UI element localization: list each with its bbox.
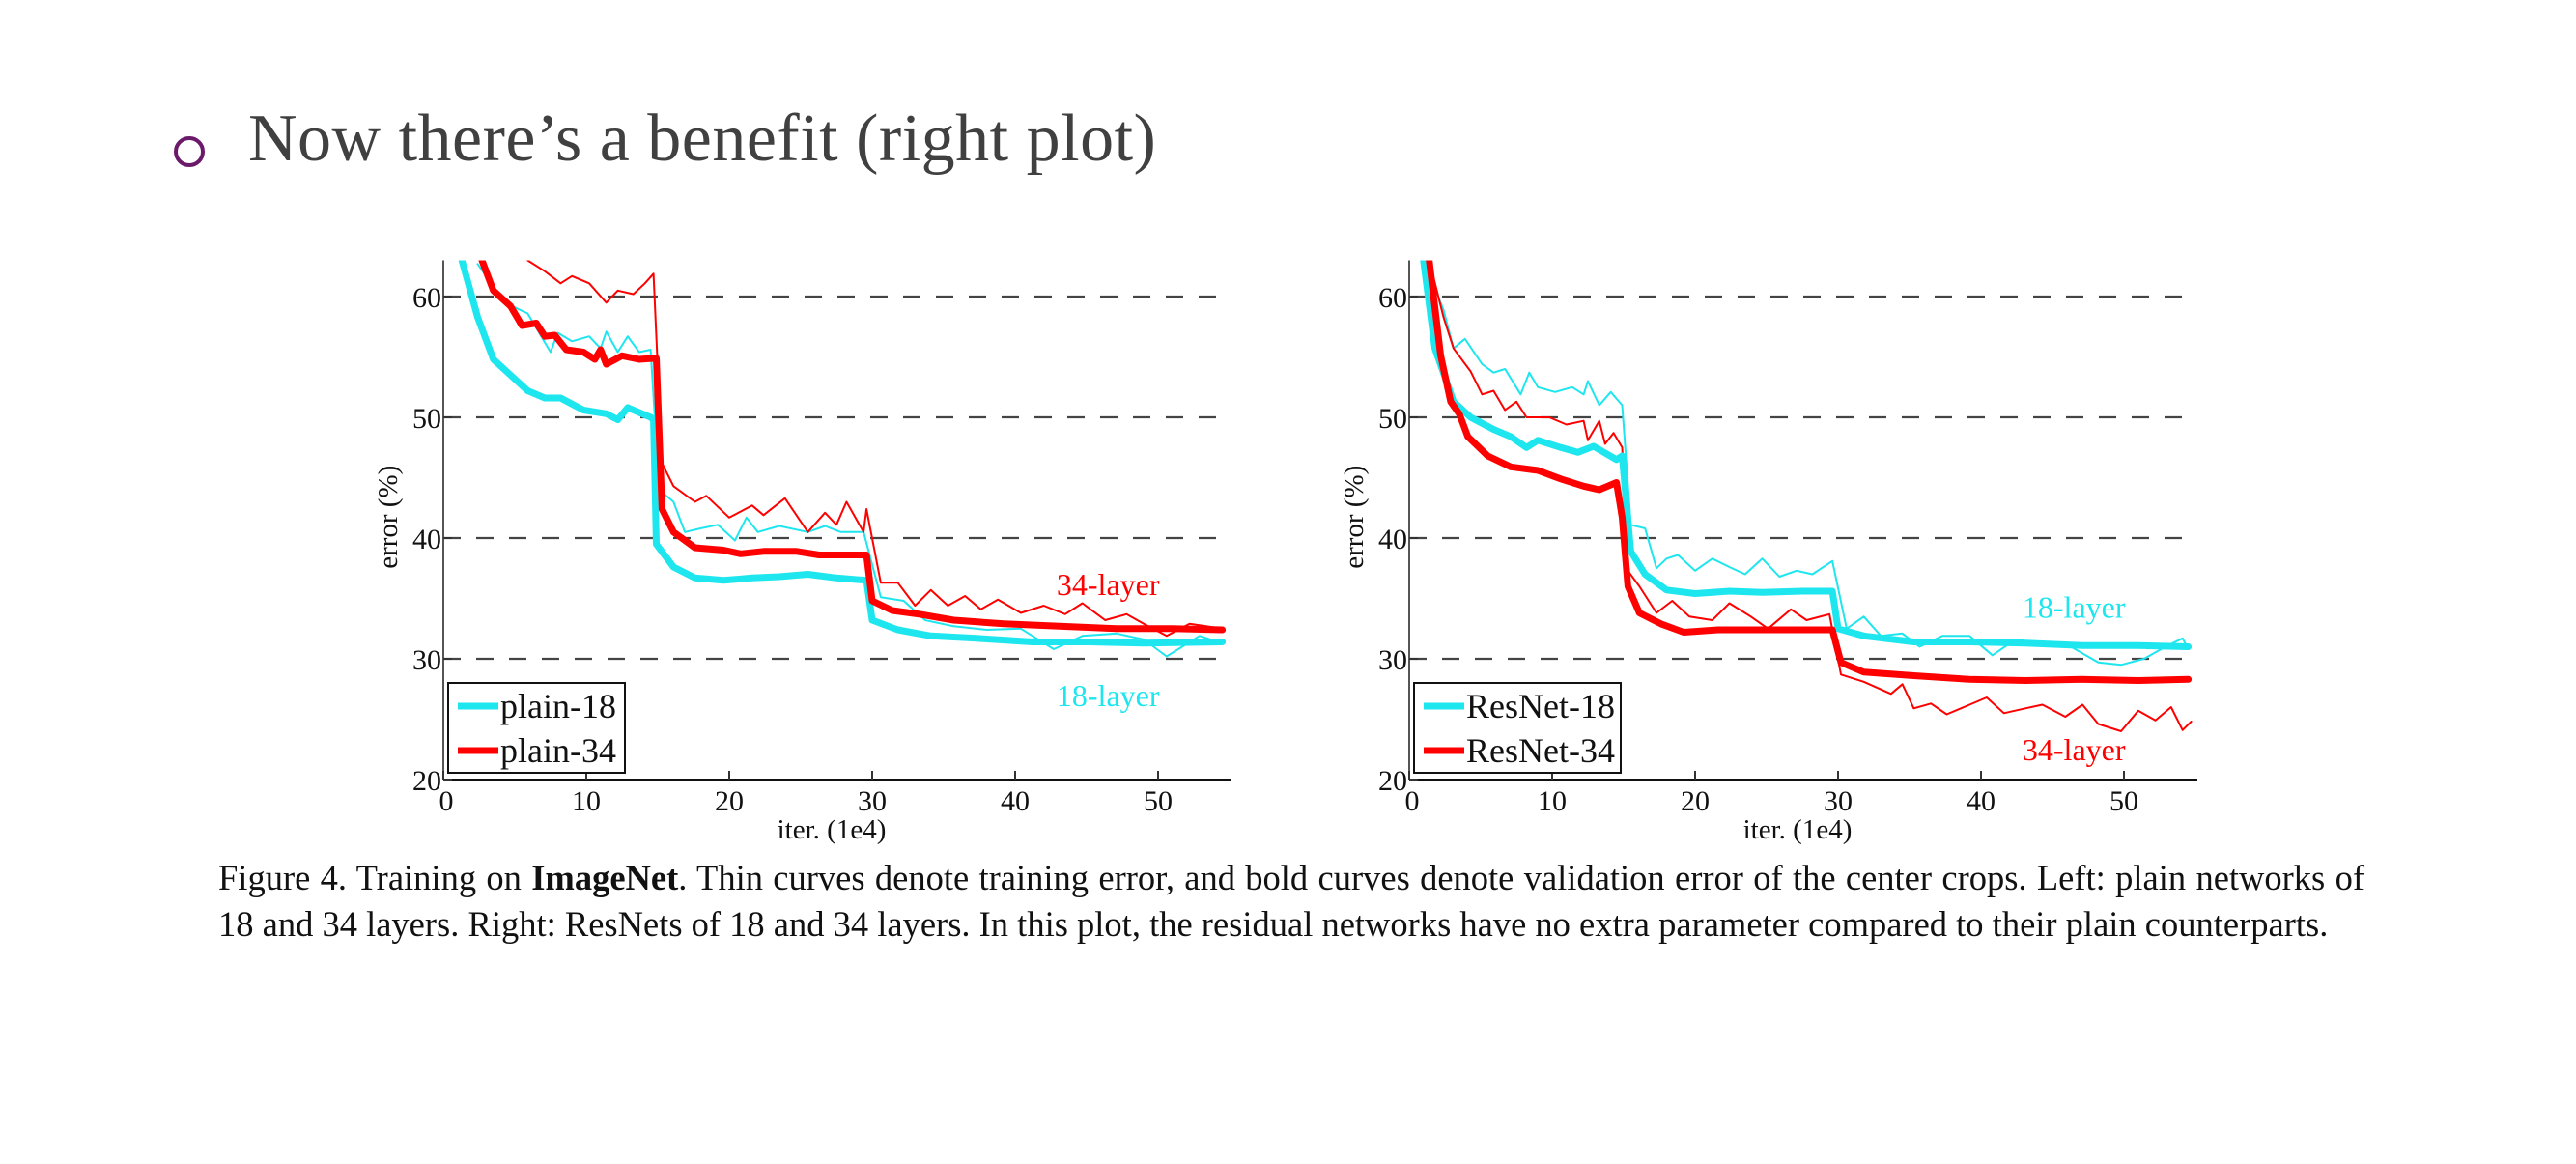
legend-label: plain-18 xyxy=(500,687,616,725)
annotation-cyan-label: 18-layer xyxy=(2023,590,2126,625)
series-line-resnet-18 xyxy=(1420,260,2193,650)
x-tick-label: 30 xyxy=(858,785,887,817)
figure-caption: Figure 4. Training on ImageNet. Thin cur… xyxy=(218,855,2364,948)
y-tick-label: 50 xyxy=(1378,403,1407,435)
chart-panel-left: 20 30 40 50 60 0 10 20 30 40 50 iter. (1e4) error (%… xyxy=(373,260,1231,845)
x-tick-label: 40 xyxy=(1001,785,1030,817)
series-line-plain-18 xyxy=(458,260,1227,647)
slide-heading: Now there’s a benefit (right plot) xyxy=(248,101,1157,176)
x-axis-label: iter. (1e4) xyxy=(778,814,887,845)
x-tick-label: 10 xyxy=(572,785,601,817)
series-line-resnet-34 xyxy=(1426,260,2193,684)
y-axis-label: error (%) xyxy=(1339,466,1370,569)
x-tick-label: 40 xyxy=(1967,785,1996,817)
caption-prefix: Figure 4. Training on xyxy=(218,858,532,897)
x-axis-label: iter. (1e4) xyxy=(1743,814,1853,845)
legend-label: ResNet-18 xyxy=(1466,687,1615,725)
x-tick-label: 30 xyxy=(1824,785,1853,817)
x-tick-label: 50 xyxy=(2109,785,2138,817)
y-tick-label: 20 xyxy=(1378,765,1407,797)
series-line-resnet-34-train xyxy=(1428,260,2193,732)
caption-body: . Thin curves denote training error, and… xyxy=(218,858,2364,944)
y-tick-label: 30 xyxy=(1378,644,1407,676)
x-tick-label: 10 xyxy=(1538,785,1567,817)
bullet-row xyxy=(174,97,205,193)
y-tick-label: 30 xyxy=(412,644,441,676)
annotation-red-label: 34-layer xyxy=(2023,732,2126,767)
x-tick-label: 20 xyxy=(1681,785,1710,817)
y-tick-label: 40 xyxy=(1378,524,1407,555)
caption-bold-dataset: ImageNet xyxy=(531,858,679,897)
series-line-plain-34-train xyxy=(526,260,1224,638)
legend-label: plain-34 xyxy=(500,731,616,770)
bullet-circle-icon xyxy=(174,136,205,167)
y-tick-label: 50 xyxy=(412,403,441,435)
y-tick-label: 20 xyxy=(412,765,441,797)
x-tick-label: 0 xyxy=(439,785,454,817)
x-tick-label: 0 xyxy=(1405,785,1420,817)
x-tick-label: 20 xyxy=(715,785,744,817)
annotation-red-label: 34-layer xyxy=(1057,567,1160,602)
y-tick-label: 60 xyxy=(412,282,441,314)
y-tick-label: 40 xyxy=(412,524,441,555)
legend-box xyxy=(447,682,626,774)
x-tick-label: 50 xyxy=(1144,785,1173,817)
y-tick-label: 60 xyxy=(1378,282,1407,314)
annotation-cyan-label: 18-layer xyxy=(1057,678,1160,713)
legend-label: ResNet-34 xyxy=(1466,731,1615,770)
y-axis-label: error (%) xyxy=(373,466,404,569)
chart-panel-right: 20 30 40 50 60 0 10 20 30 40 50 iter. (1e4) error (%… xyxy=(1339,260,2197,845)
series-line-plain-34 xyxy=(478,260,1227,634)
legend-box xyxy=(1413,682,1622,774)
